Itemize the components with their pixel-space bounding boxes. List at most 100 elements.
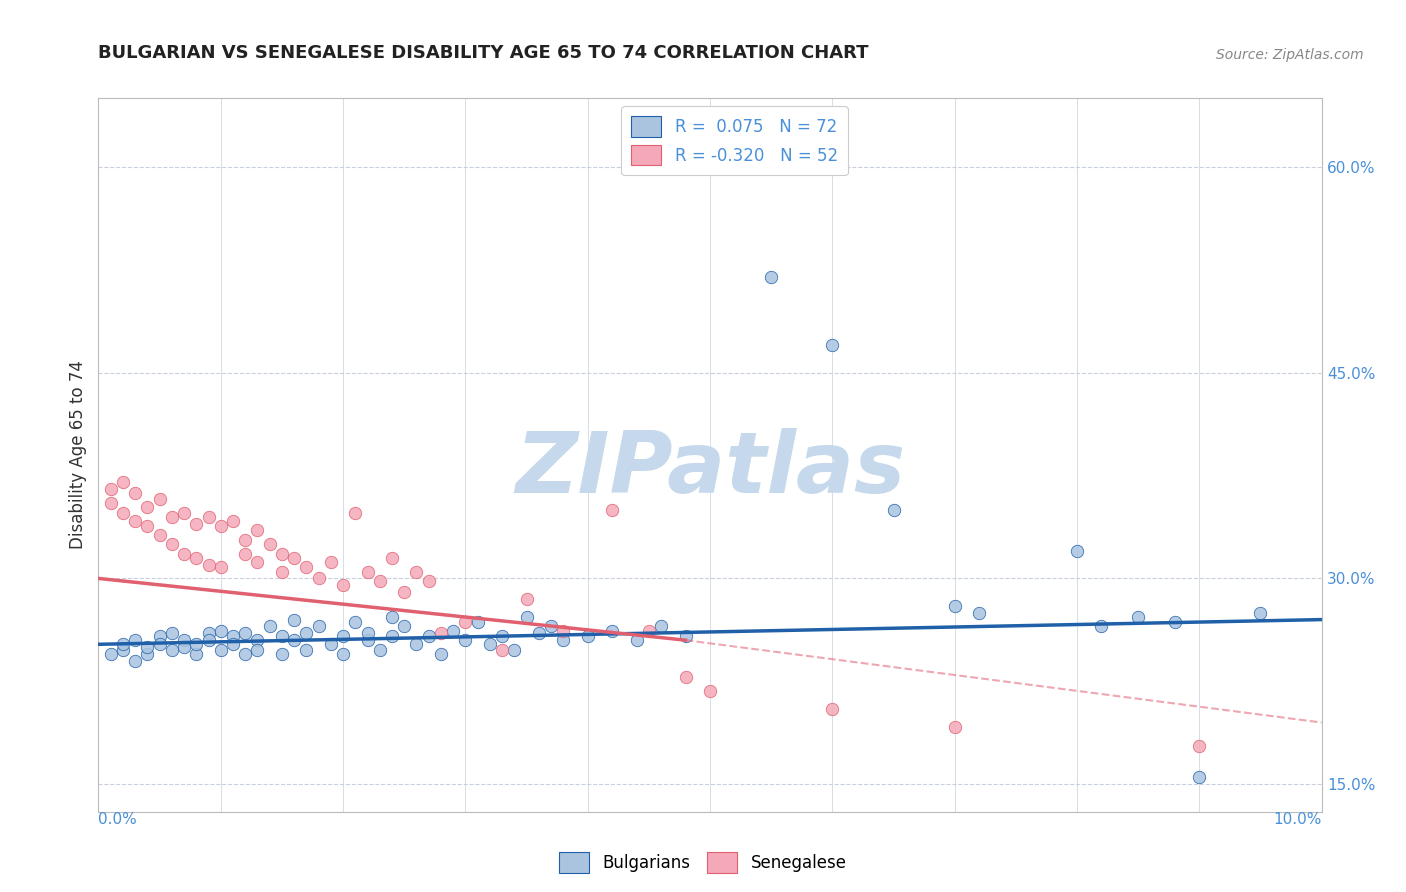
Point xyxy=(111,475,134,490)
Point xyxy=(124,514,146,528)
Point xyxy=(222,637,245,651)
Point xyxy=(295,560,318,574)
Point xyxy=(222,629,245,643)
Point xyxy=(821,338,844,352)
Legend: Bulgarians, Senegalese: Bulgarians, Senegalese xyxy=(553,846,853,880)
Text: 10.0%: 10.0% xyxy=(1274,812,1322,827)
Point xyxy=(209,642,232,657)
Point xyxy=(197,633,219,648)
Point xyxy=(405,637,427,651)
Text: BULGARIAN VS SENEGALESE DISABILITY AGE 65 TO 74 CORRELATION CHART: BULGARIAN VS SENEGALESE DISABILITY AGE 6… xyxy=(98,45,869,62)
Point xyxy=(1188,771,1211,785)
Point xyxy=(259,537,281,551)
Point xyxy=(100,482,122,496)
Point xyxy=(136,647,159,661)
Point xyxy=(392,619,416,633)
Point xyxy=(233,647,256,661)
Point xyxy=(246,524,269,538)
Point xyxy=(270,565,292,579)
Point xyxy=(943,599,966,613)
Point xyxy=(124,486,146,500)
Point xyxy=(454,615,477,630)
Point xyxy=(576,629,599,643)
Point xyxy=(173,640,195,654)
Point xyxy=(233,626,256,640)
Point xyxy=(149,637,172,651)
Point xyxy=(100,647,122,661)
Point xyxy=(540,619,562,633)
Text: ZIPatlas: ZIPatlas xyxy=(515,427,905,511)
Point xyxy=(344,615,367,630)
Point xyxy=(967,606,990,620)
Point xyxy=(1188,739,1211,753)
Point xyxy=(136,500,159,514)
Point xyxy=(149,491,172,506)
Point xyxy=(650,619,672,633)
Point xyxy=(124,633,146,648)
Point xyxy=(441,624,464,638)
Point xyxy=(246,555,269,569)
Text: 0.0%: 0.0% xyxy=(98,812,138,827)
Point xyxy=(699,684,721,698)
Point xyxy=(173,506,195,520)
Point xyxy=(149,629,172,643)
Point xyxy=(553,633,575,648)
Text: Source: ZipAtlas.com: Source: ZipAtlas.com xyxy=(1216,48,1364,62)
Point xyxy=(319,555,342,569)
Point xyxy=(283,633,305,648)
Point xyxy=(491,642,513,657)
Point xyxy=(1066,544,1088,558)
Point xyxy=(295,642,318,657)
Y-axis label: Disability Age 65 to 74: Disability Age 65 to 74 xyxy=(69,360,87,549)
Point xyxy=(319,637,342,651)
Point xyxy=(136,519,159,533)
Point xyxy=(136,640,159,654)
Legend: R =  0.075   N = 72, R = -0.320   N = 52: R = 0.075 N = 72, R = -0.320 N = 52 xyxy=(621,106,848,176)
Point xyxy=(637,624,661,638)
Point xyxy=(160,537,183,551)
Point xyxy=(356,565,378,579)
Point xyxy=(600,503,623,517)
Point xyxy=(553,624,575,638)
Point xyxy=(883,503,905,517)
Point xyxy=(100,496,122,510)
Point xyxy=(283,550,305,565)
Point xyxy=(186,637,208,651)
Point xyxy=(160,509,183,524)
Point xyxy=(197,509,219,524)
Point xyxy=(160,626,183,640)
Point xyxy=(246,633,269,648)
Point xyxy=(186,550,208,565)
Point xyxy=(270,647,292,661)
Point xyxy=(270,629,292,643)
Point xyxy=(1164,615,1187,630)
Point xyxy=(381,550,404,565)
Point xyxy=(111,506,134,520)
Point xyxy=(111,637,134,651)
Point xyxy=(246,642,269,657)
Point xyxy=(186,516,208,531)
Point xyxy=(821,702,844,716)
Point xyxy=(222,514,245,528)
Point xyxy=(283,613,305,627)
Point xyxy=(173,547,195,561)
Point xyxy=(332,629,354,643)
Point xyxy=(160,642,183,657)
Point xyxy=(173,633,195,648)
Point xyxy=(332,647,354,661)
Point xyxy=(491,629,513,643)
Point xyxy=(430,626,453,640)
Point xyxy=(356,633,378,648)
Point xyxy=(381,610,404,624)
Point xyxy=(233,547,256,561)
Point xyxy=(503,642,526,657)
Point xyxy=(943,720,966,734)
Point xyxy=(405,565,427,579)
Point xyxy=(149,527,172,541)
Point xyxy=(124,654,146,668)
Point xyxy=(418,629,440,643)
Point xyxy=(308,619,330,633)
Point xyxy=(600,624,623,638)
Point xyxy=(1128,610,1150,624)
Point xyxy=(332,578,354,592)
